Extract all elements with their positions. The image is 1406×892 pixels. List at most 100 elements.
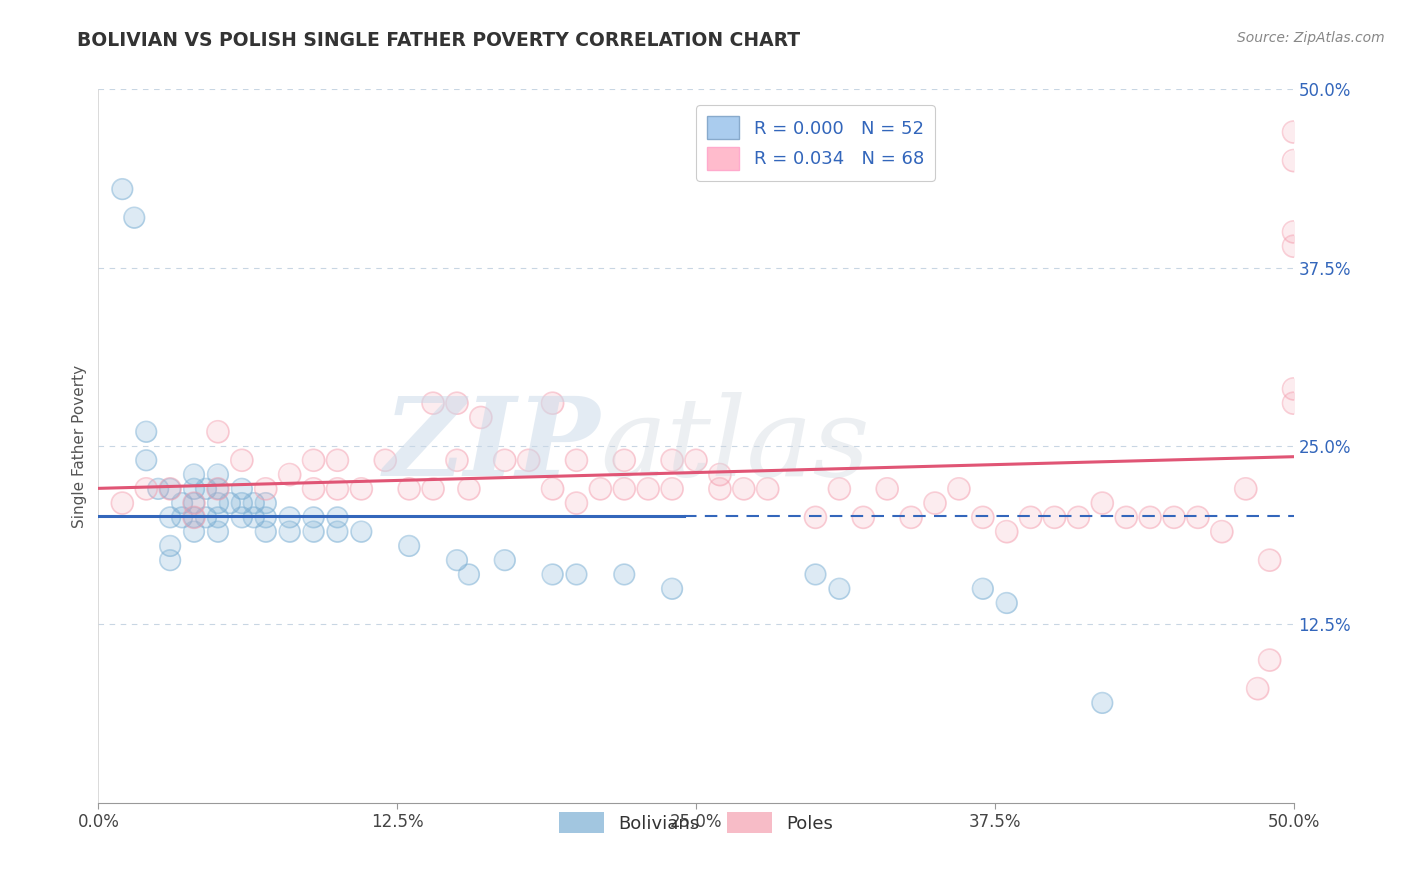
Point xyxy=(231,482,253,496)
Point xyxy=(326,482,349,496)
Point xyxy=(924,496,946,510)
Point xyxy=(852,510,875,524)
Point xyxy=(517,453,540,467)
Point xyxy=(159,482,181,496)
Point xyxy=(172,496,194,510)
Point xyxy=(900,510,922,524)
Point xyxy=(828,482,851,496)
Text: BOLIVIAN VS POLISH SINGLE FATHER POVERTY CORRELATION CHART: BOLIVIAN VS POLISH SINGLE FATHER POVERTY… xyxy=(77,31,800,50)
Point xyxy=(207,425,229,439)
Point xyxy=(446,453,468,467)
Point xyxy=(1247,681,1270,696)
Point xyxy=(661,453,683,467)
Point xyxy=(446,396,468,410)
Point xyxy=(733,482,755,496)
Point xyxy=(804,510,827,524)
Point xyxy=(172,510,194,524)
Point xyxy=(159,482,181,496)
Point xyxy=(254,524,277,539)
Point xyxy=(183,510,205,524)
Point xyxy=(876,482,898,496)
Point xyxy=(135,482,157,496)
Point xyxy=(1282,396,1305,410)
Point xyxy=(1019,510,1042,524)
Point xyxy=(243,496,266,510)
Point xyxy=(183,496,205,510)
Point xyxy=(852,510,875,524)
Point xyxy=(1043,510,1066,524)
Point xyxy=(254,510,277,524)
Point xyxy=(278,510,301,524)
Point xyxy=(326,524,349,539)
Point xyxy=(398,482,420,496)
Point xyxy=(219,496,242,510)
Point xyxy=(195,482,218,496)
Point xyxy=(148,482,170,496)
Point xyxy=(231,496,253,510)
Point xyxy=(183,496,205,510)
Legend: Bolivians, Poles: Bolivians, Poles xyxy=(551,805,841,840)
Point xyxy=(243,496,266,510)
Point xyxy=(135,425,157,439)
Point xyxy=(995,596,1018,610)
Point xyxy=(231,510,253,524)
Point xyxy=(326,453,349,467)
Point xyxy=(972,582,994,596)
Point xyxy=(1282,225,1305,239)
Point xyxy=(326,482,349,496)
Point xyxy=(470,410,492,425)
Point xyxy=(183,467,205,482)
Point xyxy=(231,496,253,510)
Point xyxy=(207,524,229,539)
Point xyxy=(1211,524,1233,539)
Y-axis label: Single Father Poverty: Single Father Poverty xyxy=(72,365,87,527)
Point xyxy=(207,524,229,539)
Point xyxy=(183,482,205,496)
Point xyxy=(709,482,731,496)
Point xyxy=(172,510,194,524)
Point xyxy=(661,582,683,596)
Point xyxy=(302,482,325,496)
Point xyxy=(183,496,205,510)
Point xyxy=(207,496,229,510)
Point xyxy=(1282,153,1305,168)
Point xyxy=(243,510,266,524)
Point xyxy=(541,396,564,410)
Point xyxy=(661,482,683,496)
Point xyxy=(159,510,181,524)
Point xyxy=(207,467,229,482)
Point xyxy=(1043,510,1066,524)
Point xyxy=(1282,239,1305,253)
Point xyxy=(972,582,994,596)
Point xyxy=(565,453,588,467)
Point xyxy=(685,453,707,467)
Text: ZIP: ZIP xyxy=(384,392,600,500)
Point xyxy=(172,496,194,510)
Point xyxy=(1234,482,1257,496)
Point xyxy=(804,510,827,524)
Point xyxy=(876,482,898,496)
Point xyxy=(111,496,134,510)
Point xyxy=(1247,681,1270,696)
Point xyxy=(350,482,373,496)
Point xyxy=(458,567,481,582)
Point xyxy=(1139,510,1161,524)
Point xyxy=(1234,482,1257,496)
Point xyxy=(565,453,588,467)
Point xyxy=(1115,510,1137,524)
Point xyxy=(422,482,444,496)
Point xyxy=(278,510,301,524)
Point xyxy=(207,496,229,510)
Point xyxy=(709,467,731,482)
Point xyxy=(804,567,827,582)
Point xyxy=(494,553,516,567)
Point xyxy=(254,482,277,496)
Point xyxy=(756,482,779,496)
Point xyxy=(995,596,1018,610)
Point xyxy=(374,453,396,467)
Point xyxy=(302,510,325,524)
Point xyxy=(159,553,181,567)
Point xyxy=(1163,510,1185,524)
Point xyxy=(422,396,444,410)
Point xyxy=(183,510,205,524)
